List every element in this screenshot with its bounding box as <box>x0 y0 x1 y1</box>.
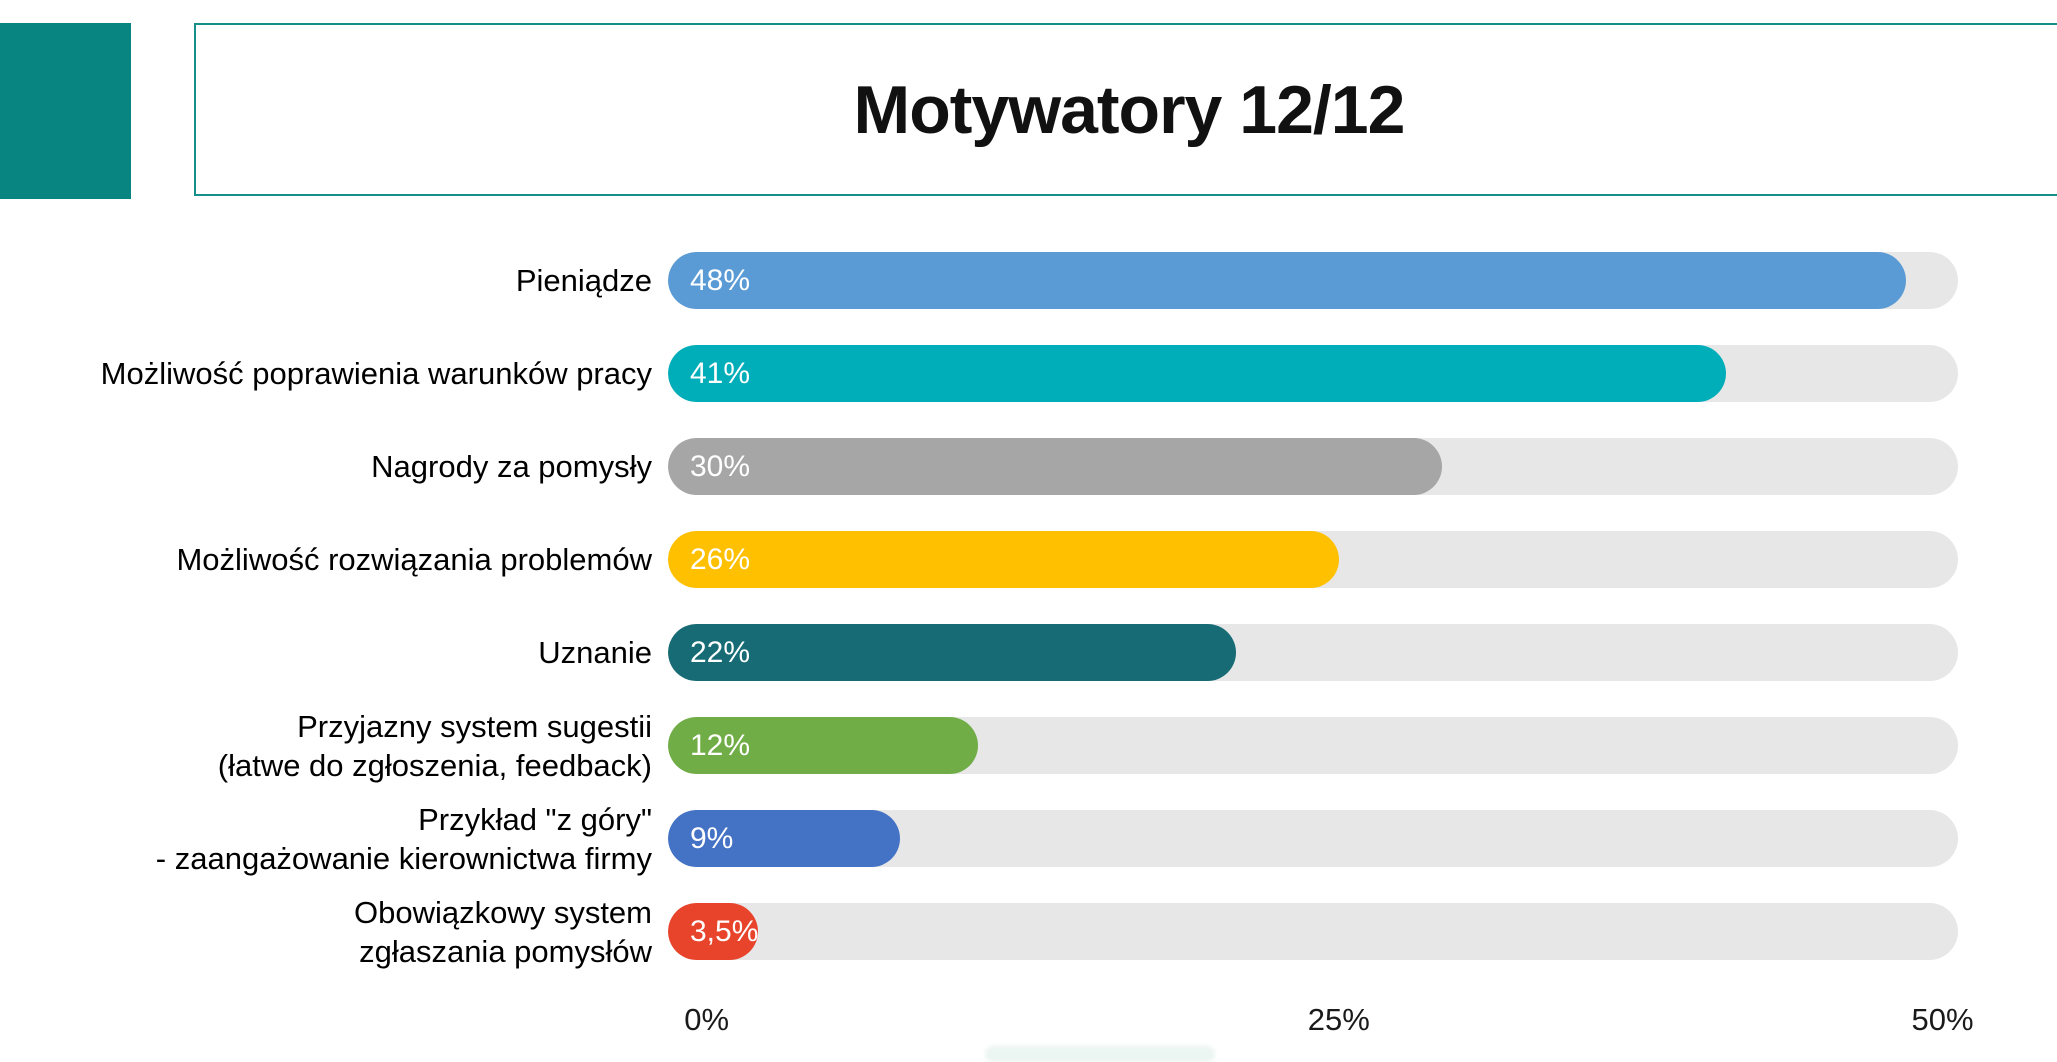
category-label: Nagrody za pomysły <box>371 449 652 484</box>
slide-title: Motywatory 12/12 <box>853 71 1406 148</box>
bar-track: 12% <box>668 717 1958 774</box>
chart-row: Możliwość poprawienia warunków pracy 41% <box>0 327 2057 420</box>
bar-track: 22% <box>668 624 1958 681</box>
bar-chart: Pieniądze 48% Możliwość poprawienia waru… <box>0 234 2057 1037</box>
bar-pill: 9% <box>668 810 901 867</box>
bar-track: 3,5% <box>668 903 1958 960</box>
bar-track: 30% <box>668 438 1958 495</box>
category-label: Przyjazny system sugestii (łatwe do zgło… <box>217 708 652 783</box>
x-axis-tick-25: 25% <box>1307 1002 1370 1037</box>
bar-value-label: 30% <box>690 449 751 483</box>
bar-value-label: 22% <box>690 635 751 669</box>
bar-value-label: 48% <box>690 263 751 297</box>
category-label: Uznanie <box>538 635 652 670</box>
chart-row: Nagrody za pomysły 30% <box>0 420 2057 513</box>
bar-pill: 30% <box>668 438 1442 495</box>
category-label: Pieniądze <box>515 263 652 298</box>
slide-title-box: Motywatory 12/12 <box>194 23 2057 196</box>
bar-value-label: 26% <box>690 542 751 576</box>
bar-pill: 22% <box>668 624 1236 681</box>
bar-value-label: 3,5% <box>690 914 759 948</box>
bar-value-label: 12% <box>690 728 751 762</box>
x-axis: 0% 25% 50% <box>668 1002 1973 1042</box>
category-label: Możliwość rozwiązania problemów <box>176 542 652 577</box>
chart-row: Przyjazny system sugestii (łatwe do zgło… <box>0 699 2057 792</box>
bar-value-label: 41% <box>690 356 751 390</box>
chart-row: Obowiązkowy system zgłaszania pomysłów 3… <box>0 885 2057 978</box>
faint-cropped-footer-fragment <box>985 1046 1215 1062</box>
bar-track: 41% <box>668 345 1958 402</box>
category-label: Możliwość poprawienia warunków pracy <box>100 356 652 391</box>
bar-pill: 3,5% <box>668 903 758 960</box>
accent-square <box>0 23 131 199</box>
bar-track: 9% <box>668 810 1958 867</box>
chart-row: Przykład "z góry" - zaangażowanie kierow… <box>0 792 2057 885</box>
bar-value-label: 9% <box>690 821 734 855</box>
x-axis-tick-0: 0% <box>684 1002 730 1037</box>
bar-track: 48% <box>668 252 1958 309</box>
chart-row: Możliwość rozwiązania problemów 26% <box>0 513 2057 606</box>
bar-track: 26% <box>668 531 1958 588</box>
chart-row: Pieniądze 48% <box>0 234 2057 327</box>
x-axis-tick-50: 50% <box>1911 1002 1974 1037</box>
bar-pill: 12% <box>668 717 978 774</box>
chart-row: Uznanie 22% <box>0 606 2057 699</box>
bar-pill: 48% <box>668 252 1907 309</box>
category-label: Obowiązkowy system zgłaszania pomysłów <box>353 894 652 969</box>
bar-pill: 41% <box>668 345 1726 402</box>
bar-pill: 26% <box>668 531 1339 588</box>
category-label: Przykład "z góry" - zaangażowanie kierow… <box>155 801 652 876</box>
